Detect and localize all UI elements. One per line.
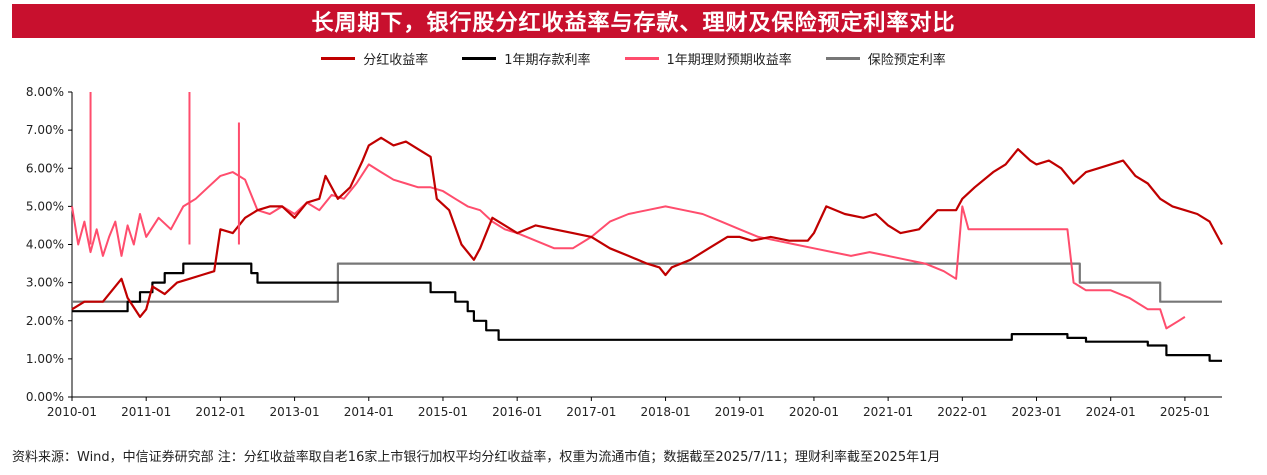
x-tick-label: 2010-01 [47,405,97,419]
legend-item-wealth: 1年期理财预期收益率 [624,48,792,68]
x-tick-label: 2022-01 [937,405,987,419]
y-tick-label: 8.00% [26,85,64,99]
legend-swatch-dividend [321,56,356,60]
series-line-dividend [71,136,1223,318]
legend-label-deposit: 1年期存款利率 [504,52,591,68]
legend-label-insurance: 保险预定利率 [867,52,946,68]
x-tick-label: 2025-01 [1160,405,1210,419]
y-tick-label: 2.00% [26,314,64,328]
x-tick-label: 2023-01 [1011,405,1061,419]
y-tick-label: 3.00% [26,276,64,290]
legend-item-deposit: 1年期存款利率 [462,48,591,68]
source-note: 资料来源：Wind，中信证券研究部 注：分红收益率取自老16家上市银行加权平均分… [12,450,941,465]
x-tick-label: 2017-01 [566,405,616,419]
legend-label-dividend: 分红收益率 [363,52,429,68]
y-tick-label: 6.00% [26,161,64,175]
legend-item-dividend: 分红收益率 [321,48,428,68]
x-tick-label: 2020-01 [789,405,839,419]
series-line-wealth [71,163,1186,330]
x-tick-label: 2011-01 [121,405,171,419]
chart-legend: 分红收益率 1年期存款利率 1年期理财预期收益率 保险预定利率 [0,48,1267,68]
x-tick-label: 2018-01 [640,405,690,419]
x-tick-label: 2016-01 [492,405,542,419]
line-chart: 0.00% 1.00% 2.00% 3.00% 4.00% 5.00% 6.00% 7.00%… [26,85,1223,419]
legend-swatch-deposit [462,56,497,60]
chart-axes: 0.00% 1.00% 2.00% 3.00% 4.00% 5.00% 6.00% 7.00%… [26,85,1222,419]
x-tick-label: 2012-01 [195,405,245,419]
legend-item-insurance: 保险预定利率 [825,48,946,68]
x-tick-label: 2014-01 [344,405,394,419]
x-tick-label: 2013-01 [270,405,320,419]
x-tick-label: 2019-01 [715,405,765,419]
legend-swatch-wealth [624,56,659,60]
legend-swatch-insurance [825,56,860,60]
series-line-insurance [72,262,1222,303]
series-line-deposit [72,262,1222,362]
y-tick-label: 0.00% [26,390,64,404]
x-tick-label: 2015-01 [418,405,468,419]
legend-label-wealth: 1年期理财预期收益率 [666,52,792,68]
series-layer [71,92,1223,362]
y-tick-label: 5.00% [26,199,64,213]
y-tick-label: 7.00% [26,123,64,137]
y-tick-label: 1.00% [26,352,64,366]
x-tick-label: 2024-01 [1086,405,1136,419]
chart-title: 长周期下，银行股分红收益率与存款、理财及保险预定利率对比 [12,4,1255,38]
y-tick-label: 4.00% [26,238,64,252]
x-tick-label: 2021-01 [863,405,913,419]
